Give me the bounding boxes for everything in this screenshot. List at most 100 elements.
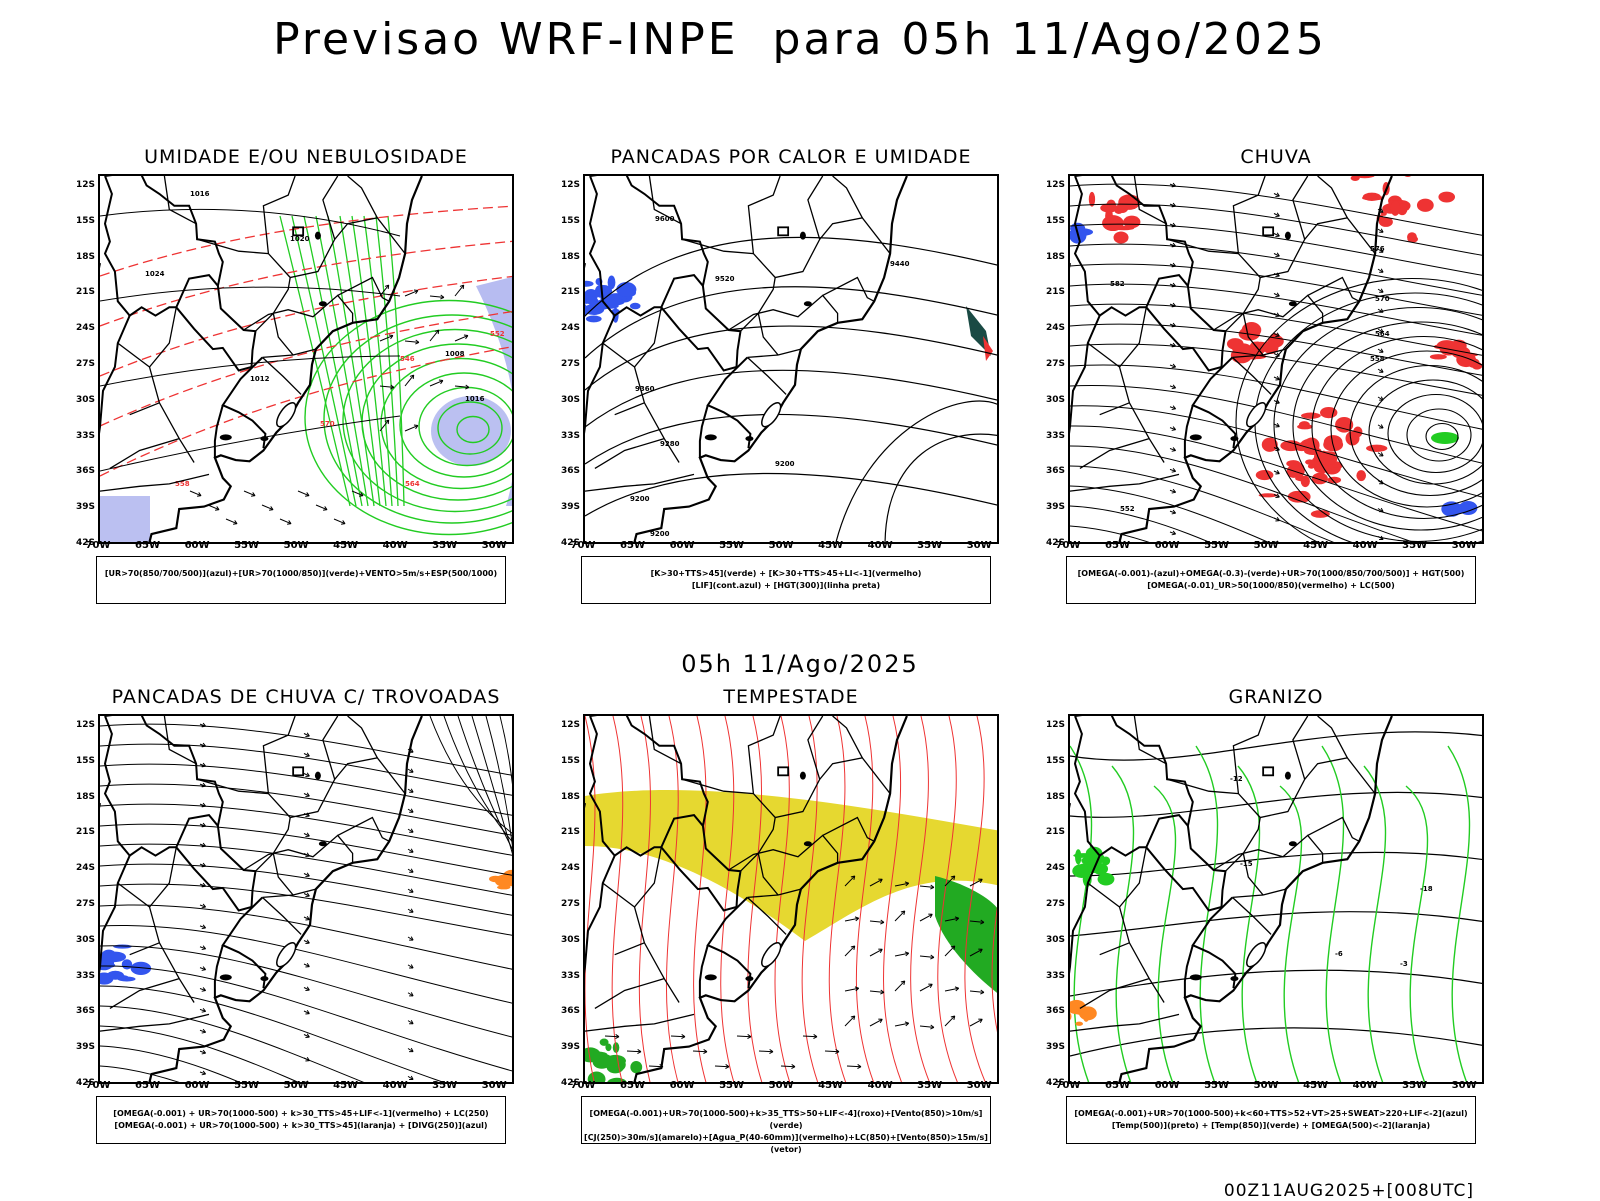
contour-label: 9200 — [775, 460, 795, 468]
divergence-area-blue — [130, 961, 152, 975]
lake-mark — [803, 301, 812, 307]
streamline-arrow — [1169, 427, 1176, 431]
state-border — [1070, 473, 1180, 492]
humidity-contour-green — [279, 215, 351, 507]
vector-head — [1171, 322, 1177, 328]
contour-label: 9360 — [635, 385, 655, 393]
geopotential-contour — [1292, 321, 1482, 531]
state-border — [807, 716, 824, 780]
streamline-arrow — [199, 988, 206, 992]
panel-granizo: GRANIZO -12 -15 -18 -6 -3 [OMEGA(-0.001)+UR>… — [1020, 686, 1490, 1156]
geopotential-contour — [1330, 350, 1482, 508]
field-layer: -12-15-18-6-3 — [1070, 731, 1482, 1082]
lon-tick-label: 45W — [1303, 540, 1329, 551]
streamline — [1070, 465, 1334, 542]
streamline-arrow — [407, 848, 414, 853]
wind-vector — [919, 955, 934, 958]
mid-title: 05h 11/Ago/2025 — [681, 650, 919, 678]
wind-vector — [429, 380, 444, 387]
state-border — [196, 757, 406, 819]
state-border — [1118, 307, 1147, 368]
state-border — [746, 896, 787, 935]
lat-tick-label: 39S — [560, 502, 580, 513]
temp500-contour — [1070, 731, 1482, 761]
panel-title: TEMPESTADE — [723, 686, 859, 708]
streamline-arrow — [1377, 424, 1384, 429]
streamline — [1070, 425, 1482, 532]
vector-head — [1275, 192, 1280, 197]
thickness-contour-red — [100, 310, 512, 427]
lake-mark — [803, 841, 812, 847]
legend-box: [K>30+TTS>45](verde) + [K>30+TTS>45+LI<-… — [581, 556, 991, 604]
rain-area-red — [1301, 412, 1321, 419]
streamline-arrow — [407, 1020, 414, 1025]
high-humidity-area — [476, 277, 512, 506]
panel-title: GRANIZO — [1228, 686, 1324, 708]
vector-head — [251, 492, 256, 497]
wind850-area-green — [604, 1054, 626, 1067]
legend-box: [OMEGA(-0.001)+UR>70(1000-500)+k<60+TTS>… — [1066, 1096, 1476, 1144]
state-border — [1213, 834, 1324, 871]
panel-title: PANCADAS POR CALOR E UMIDADE — [610, 146, 972, 168]
vector-head — [1275, 469, 1280, 475]
streamline-arrow — [407, 828, 414, 833]
state-border — [585, 1013, 695, 1032]
vector-head — [459, 284, 465, 290]
streamline-arrow — [1169, 243, 1176, 247]
state-border — [148, 847, 177, 908]
lon-tick-label: 40W — [382, 540, 408, 551]
vector-head — [1379, 424, 1384, 429]
streamline — [100, 743, 512, 796]
lat-tick-label: 33S — [75, 430, 95, 441]
vector-head — [1276, 540, 1279, 542]
vector-head — [201, 742, 207, 748]
streamline — [1070, 445, 1415, 542]
lagoa-dos-patos — [276, 941, 297, 968]
lat-tick-label: 12S — [560, 719, 580, 730]
country-border — [103, 716, 219, 857]
wind-vector — [404, 340, 419, 343]
streamline — [1070, 384, 1482, 464]
vector-head — [835, 1049, 840, 1055]
streamline-850-red — [937, 716, 958, 1082]
streamline-arrow — [199, 843, 206, 847]
contour-label: 552 — [1120, 505, 1135, 513]
streamline — [1070, 485, 1269, 542]
state-border — [109, 977, 180, 1009]
legend-line: [LIF](cont.azul) + [HGT(300)](linha pret… — [691, 581, 881, 590]
vector-head — [305, 1033, 310, 1038]
streamline-arrow — [1169, 489, 1176, 493]
lon-tick-label: 45W — [333, 1080, 359, 1091]
country-border — [698, 404, 709, 458]
state-border — [1166, 217, 1376, 279]
country-border — [585, 315, 616, 434]
state-border — [1099, 942, 1130, 956]
vector-head — [409, 868, 414, 873]
wind-vector — [429, 295, 444, 298]
vector-head — [465, 384, 470, 390]
vector-head — [1171, 488, 1177, 494]
lon-tick-label: 35W — [432, 1080, 458, 1091]
lon-tick-label: 50W — [283, 540, 309, 551]
lon-tick-label: 70W — [570, 540, 596, 551]
contour-label: 552 — [490, 330, 505, 338]
state-border — [1079, 977, 1150, 1009]
wind-vector — [379, 419, 390, 432]
vector-head — [1275, 232, 1280, 237]
height-contour-black — [884, 433, 997, 542]
vector-head — [1275, 399, 1280, 404]
lon-tick-label: 30W — [1451, 1080, 1477, 1091]
lon-tick-label: 30W — [481, 1080, 507, 1091]
lif-area-blue — [603, 294, 616, 309]
streamline — [100, 863, 512, 916]
vector-head — [980, 919, 985, 925]
streamline — [100, 945, 512, 1038]
lat-tick-label: 39S — [560, 1042, 580, 1053]
vector-head — [409, 1019, 414, 1025]
streamline-arrow — [1273, 470, 1280, 475]
state-border — [117, 882, 195, 1003]
streamline-arrow — [1273, 213, 1280, 217]
lon-tick-label: 45W — [818, 1080, 844, 1091]
streamline-arrow — [1169, 263, 1176, 267]
humidity-contour-green — [375, 215, 399, 507]
